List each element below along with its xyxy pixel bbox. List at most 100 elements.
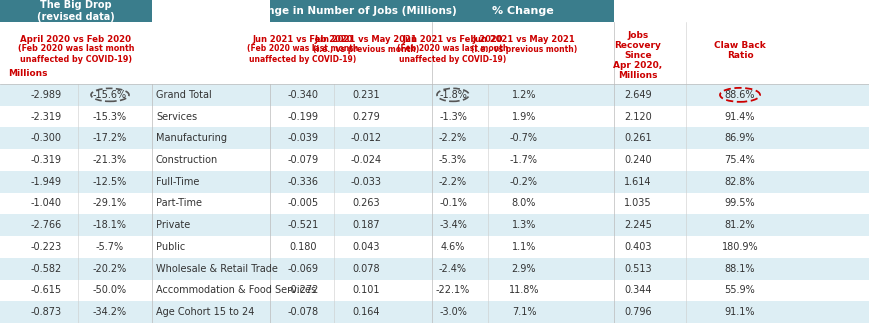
Text: 91.4%: 91.4%	[724, 111, 754, 121]
Bar	[432, 0, 614, 22]
Text: April 2020 vs Feb 2020: April 2020 vs Feb 2020	[21, 35, 131, 44]
Text: 0.043: 0.043	[352, 242, 379, 252]
Bar	[0, 149, 869, 171]
Text: Full-Time: Full-Time	[156, 177, 199, 187]
Text: Grand Total: Grand Total	[156, 90, 211, 100]
Text: Wholesale & Retail Trade: Wholesale & Retail Trade	[156, 264, 277, 274]
Text: 0.263: 0.263	[352, 199, 380, 209]
Text: -15.3%: -15.3%	[93, 111, 127, 121]
Text: 88.6%: 88.6%	[724, 90, 754, 100]
Text: 75.4%: 75.4%	[724, 155, 754, 165]
Text: 99.5%: 99.5%	[724, 199, 754, 209]
Text: 1.9%: 1.9%	[511, 111, 535, 121]
Text: -0.873: -0.873	[30, 307, 62, 317]
Text: 91.1%: 91.1%	[724, 307, 754, 317]
Text: -21.3%: -21.3%	[93, 155, 127, 165]
Text: -1.7%: -1.7%	[509, 155, 537, 165]
Text: (Feb 2020 was last month: (Feb 2020 was last month	[17, 45, 134, 54]
Text: -0.1%: -0.1%	[439, 199, 467, 209]
Bar	[0, 279, 869, 301]
Text: Since: Since	[623, 50, 651, 59]
Text: 2.649: 2.649	[623, 90, 651, 100]
Text: -1.8%: -1.8%	[439, 90, 467, 100]
Text: -0.300: -0.300	[30, 133, 62, 143]
Text: -12.5%: -12.5%	[93, 177, 127, 187]
Text: 82.8%: 82.8%	[724, 177, 754, 187]
Text: 8.0%: 8.0%	[511, 199, 535, 209]
Text: 2.120: 2.120	[623, 111, 651, 121]
Text: -17.2%: -17.2%	[93, 133, 127, 143]
Text: (Feb 2020 was last month: (Feb 2020 was last month	[397, 45, 508, 54]
Text: -0.521: -0.521	[287, 220, 318, 230]
Text: -1.949: -1.949	[30, 177, 62, 187]
Text: Services: Services	[156, 111, 197, 121]
Text: Construction: Construction	[156, 155, 218, 165]
Text: 180.9%: 180.9%	[721, 242, 758, 252]
Text: 86.9%: 86.9%	[724, 133, 754, 143]
Text: -0.272: -0.272	[287, 286, 318, 296]
Text: 1.035: 1.035	[623, 199, 651, 209]
Text: -2.989: -2.989	[30, 90, 62, 100]
Text: -0.078: -0.078	[287, 307, 318, 317]
Text: (Feb 2020 was last month: (Feb 2020 was last month	[247, 45, 358, 54]
Text: Jun 2021 vs Feb 2020: Jun 2021 vs Feb 2020	[253, 35, 353, 44]
Text: -3.4%: -3.4%	[439, 220, 467, 230]
Text: 0.231: 0.231	[352, 90, 380, 100]
Text: Millions: Millions	[618, 70, 657, 79]
Text: -0.582: -0.582	[30, 264, 62, 274]
Text: -0.005: -0.005	[287, 199, 318, 209]
Text: 0.164: 0.164	[352, 307, 379, 317]
Text: Ratio: Ratio	[726, 50, 753, 59]
Text: -22.1%: -22.1%	[435, 286, 469, 296]
Text: Jobs: Jobs	[627, 30, 648, 39]
Bar	[0, 301, 869, 323]
Text: unaffected by COVID-19): unaffected by COVID-19)	[20, 55, 132, 64]
Text: 1.2%: 1.2%	[511, 90, 535, 100]
Text: -50.0%: -50.0%	[93, 286, 127, 296]
Text: Apr 2020,: Apr 2020,	[613, 60, 662, 69]
Text: 1.1%: 1.1%	[511, 242, 535, 252]
Text: Jun 2021 vs May 2021: Jun 2021 vs May 2021	[315, 35, 417, 44]
Bar	[0, 128, 869, 149]
Text: 0.344: 0.344	[624, 286, 651, 296]
Text: 1.614: 1.614	[624, 177, 651, 187]
Text: 2.9%: 2.9%	[511, 264, 535, 274]
Bar	[0, 84, 869, 106]
Text: -0.199: -0.199	[287, 111, 318, 121]
Text: unaffected by COVID-19): unaffected by COVID-19)	[399, 55, 506, 64]
Text: 81.2%: 81.2%	[724, 220, 754, 230]
Text: -5.3%: -5.3%	[439, 155, 467, 165]
Bar	[0, 236, 869, 258]
Bar	[0, 214, 869, 236]
Text: Accommodation & Food Services: Accommodation & Food Services	[156, 286, 315, 296]
Text: 2.245: 2.245	[623, 220, 651, 230]
Text: 1.3%: 1.3%	[511, 220, 535, 230]
Text: -0.024: -0.024	[350, 155, 381, 165]
Text: 0.261: 0.261	[623, 133, 651, 143]
Text: Recovery: Recovery	[614, 40, 660, 49]
Text: -5.7%: -5.7%	[96, 242, 124, 252]
Text: 55.9%: 55.9%	[724, 286, 754, 296]
Text: Age Cohort 15 to 24: Age Cohort 15 to 24	[156, 307, 254, 317]
Text: Jun 2021 vs May 2021: Jun 2021 vs May 2021	[472, 35, 574, 44]
Text: -0.012: -0.012	[350, 133, 381, 143]
Text: -0.2%: -0.2%	[509, 177, 537, 187]
Text: 0.187: 0.187	[352, 220, 380, 230]
Text: -0.033: -0.033	[350, 177, 381, 187]
Bar	[0, 193, 869, 214]
Text: -34.2%: -34.2%	[93, 307, 127, 317]
Text: -3.0%: -3.0%	[439, 307, 467, 317]
Text: -2.2%: -2.2%	[439, 133, 467, 143]
Text: -20.2%: -20.2%	[93, 264, 127, 274]
Text: (i.e., vs previous month): (i.e., vs previous month)	[313, 45, 419, 54]
Text: -0.336: -0.336	[287, 177, 318, 187]
Text: -0.340: -0.340	[287, 90, 318, 100]
Text: The Big Drop
(revised data): The Big Drop (revised data)	[37, 0, 115, 22]
Text: -15.6%: -15.6%	[93, 90, 127, 100]
Bar	[269, 0, 432, 22]
Text: Part-Time: Part-Time	[156, 199, 202, 209]
Text: 7.1%: 7.1%	[511, 307, 535, 317]
Text: -0.319: -0.319	[30, 155, 62, 165]
Text: -29.1%: -29.1%	[93, 199, 127, 209]
Text: -1.040: -1.040	[30, 199, 62, 209]
